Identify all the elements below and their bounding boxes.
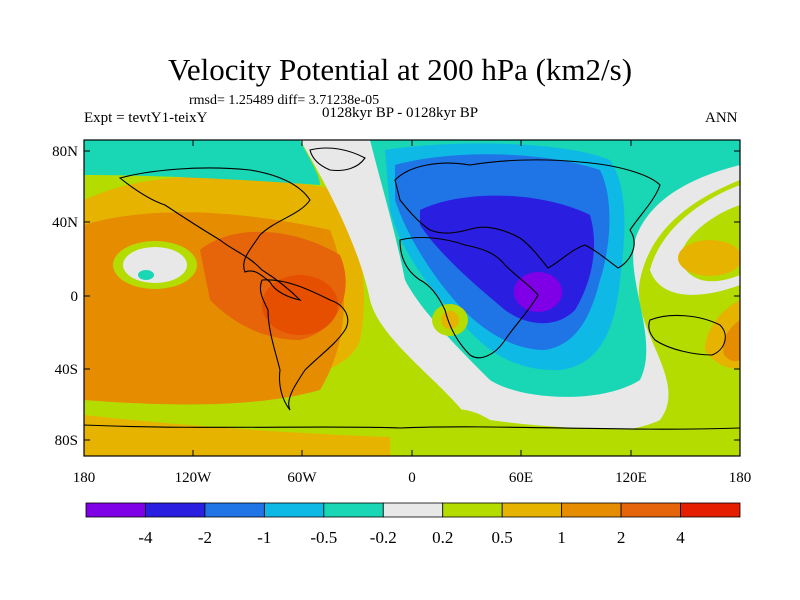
colorbar-swatch <box>204 502 265 518</box>
colorbar-swatch <box>85 502 146 518</box>
africa-outline <box>399 236 539 359</box>
lon-label: 60W <box>287 470 317 486</box>
longitude-axis: 180 120W 60W 0 60E 120E 180 <box>73 140 752 486</box>
colorbar-label: -0.2 <box>370 528 397 547</box>
greenland-outline <box>309 147 366 172</box>
eurasia-outline <box>394 159 661 269</box>
colorbar-swatch <box>620 502 681 518</box>
latitude-axis: 80N 40N 0 40S 80S <box>52 144 740 449</box>
southern-ocean-positive <box>84 415 390 456</box>
experiment-label: Expt = tevtY1-teixY <box>84 110 208 126</box>
southwest-pacific-positive-b <box>722 320 740 362</box>
contour-fields <box>84 140 740 456</box>
colorbar-swatch <box>501 502 563 518</box>
coastlines <box>84 147 740 430</box>
lat-label: 40N <box>52 215 78 231</box>
antarctica-outline <box>84 424 740 430</box>
pacific-pocket-b <box>123 247 187 283</box>
colorbar-label: -2 <box>198 528 212 547</box>
colorbar-label: 0.2 <box>432 528 453 547</box>
lon-label: 120W <box>175 470 213 486</box>
statistics-text: rmsd= 1.25489 diff= 3.71238e-05 <box>189 93 380 108</box>
arctic-teal-west <box>84 140 320 185</box>
colorbar-label: -4 <box>138 528 153 547</box>
colorbar-label: -1 <box>257 528 271 547</box>
map-title: Velocity Potential at 200 hPa (km2/s) <box>167 52 633 87</box>
colorbar-label: 4 <box>676 528 685 547</box>
pacific-pocket-c <box>138 270 154 280</box>
colorbar-swatch <box>561 502 622 518</box>
lon-label: 180 <box>73 470 96 486</box>
colorbar-swatch <box>263 502 325 518</box>
australia-outline <box>648 314 726 356</box>
lat-label: 0 <box>71 289 79 305</box>
lon-label: 120E <box>615 470 647 486</box>
season-label: ANN <box>705 110 738 126</box>
colorbar-swatch <box>382 502 444 518</box>
colorbar-label: -0.5 <box>310 528 337 547</box>
colorbar-swatch <box>145 502 206 518</box>
lon-label: 0 <box>408 470 416 486</box>
colorbar-label: 0.5 <box>492 528 513 547</box>
colorbar-label: 1 <box>557 528 566 547</box>
lat-label: 80S <box>55 433 78 449</box>
lon-label: 180 <box>729 470 752 486</box>
negative-center <box>514 272 562 312</box>
west-pacific-positive-b <box>678 240 740 276</box>
lat-label: 40S <box>55 362 78 378</box>
colorbar: -4 -2 -1 -0.5 -0.2 0.2 0.5 1 2 4 <box>85 502 741 547</box>
colorbar-label: 2 <box>617 528 626 547</box>
lat-label: 80N <box>52 144 78 160</box>
colorbar-swatch <box>442 502 503 518</box>
lon-label: 60E <box>509 470 533 486</box>
colorbar-swatch <box>680 502 741 518</box>
atlantic-spot-b <box>441 311 459 329</box>
positive-center <box>262 275 338 335</box>
colorbar-swatch <box>323 502 384 518</box>
period-label: 0128kyr BP - 0128kyr BP <box>322 105 479 121</box>
south-america-outline <box>259 279 349 411</box>
north-america-outline <box>118 167 311 301</box>
